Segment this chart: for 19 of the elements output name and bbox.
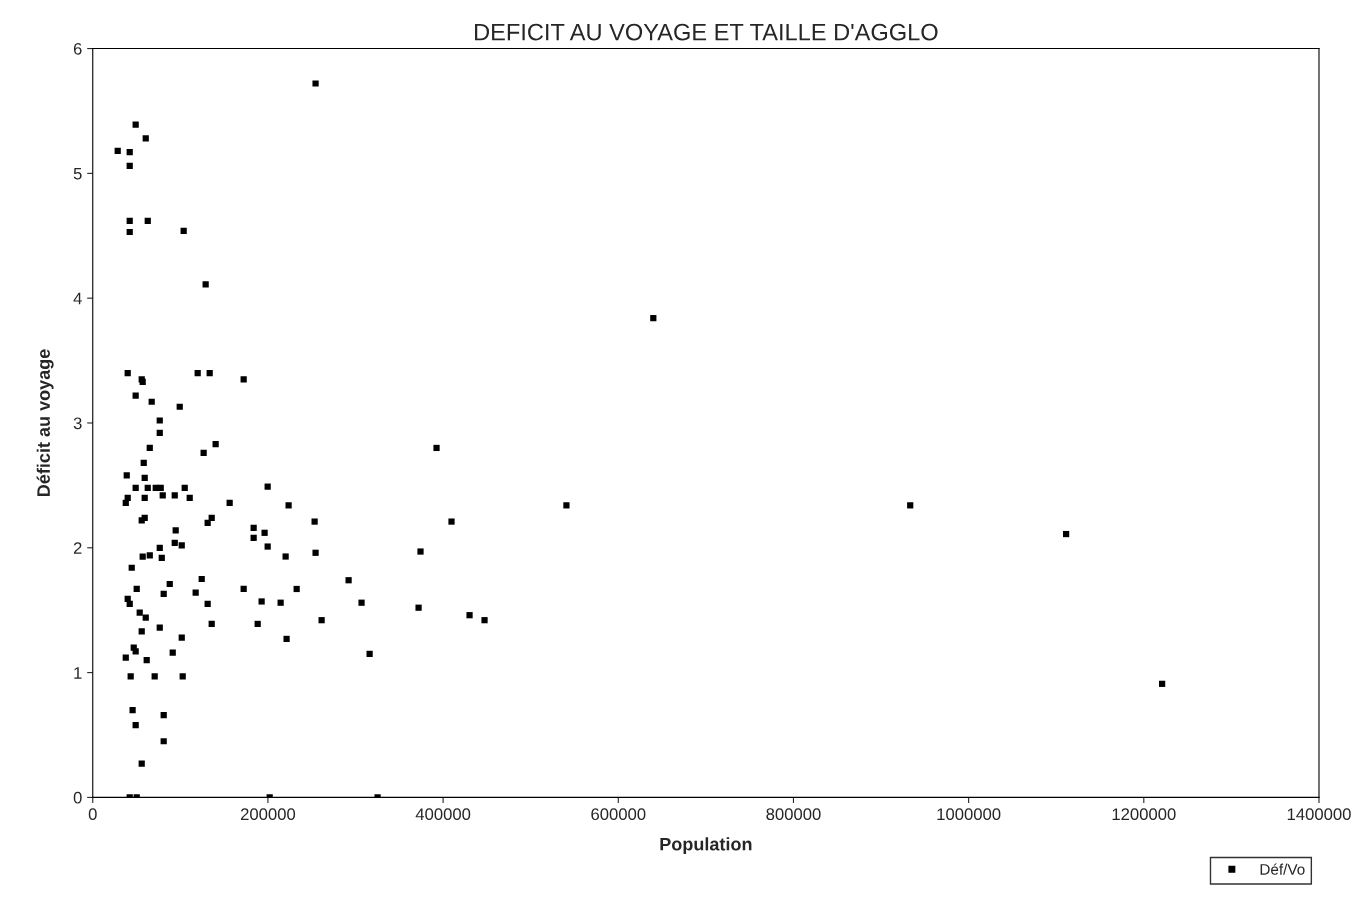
x-axis-title: Population bbox=[660, 837, 752, 855]
legend-label: Déf/Vo bbox=[1260, 863, 1305, 875]
y-tick-label: 6 bbox=[73, 42, 82, 55]
x-tick-label: 1400000 bbox=[1287, 808, 1351, 821]
y-tick-label: 2 bbox=[73, 542, 82, 554]
y-tick-label: 3 bbox=[73, 417, 82, 430]
y-tick-label: 5 bbox=[73, 167, 82, 180]
x-tick-label: 400000 bbox=[415, 808, 471, 821]
y-tick-label: 4 bbox=[73, 292, 82, 305]
x-tick-label: 1000000 bbox=[937, 808, 1001, 821]
x-tick-label: 1200000 bbox=[1112, 808, 1176, 821]
x-tick-label: 800000 bbox=[766, 808, 821, 821]
x-tick-label: 0 bbox=[88, 808, 97, 821]
y-tick-label: 0 bbox=[73, 791, 82, 804]
chart-title: DEFICIT AU VOYAGE ET TAILLE D'AGGLO bbox=[475, 23, 938, 41]
x-tick-label: 600000 bbox=[591, 808, 646, 821]
y-axis-title: Déficit au voyage bbox=[36, 349, 54, 497]
x-tick-label: 200000 bbox=[240, 808, 296, 821]
y-tick-label: 1 bbox=[74, 667, 82, 679]
